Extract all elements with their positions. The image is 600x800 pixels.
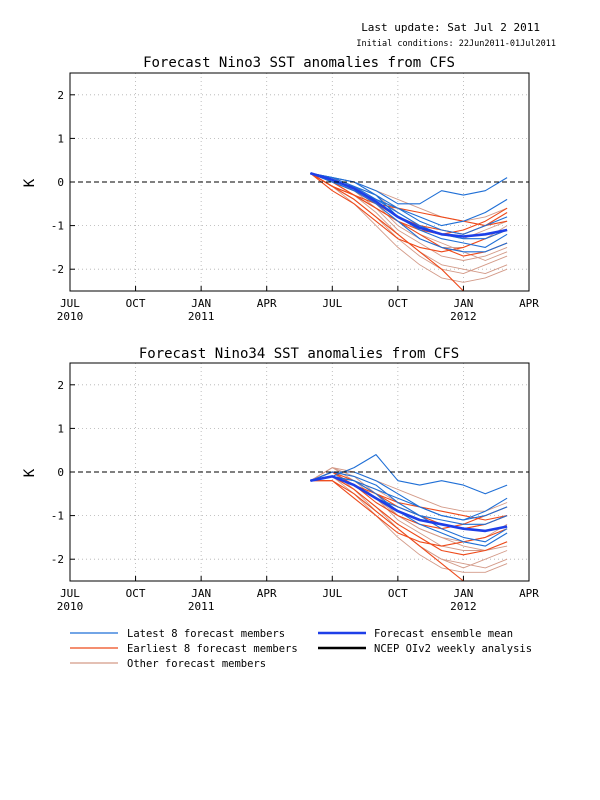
x-tick-label: JAN: [453, 587, 473, 600]
series-line-mean: [310, 475, 508, 533]
series-line-other: [310, 467, 508, 512]
x-tick-label: JAN: [191, 297, 211, 310]
x-tick-label: JAN: [453, 297, 473, 310]
legend-label-mean: Forecast ensemble mean: [374, 628, 513, 640]
series-line-other: [310, 172, 508, 283]
series-line-latest: [310, 471, 508, 543]
y-tick-label: 0: [57, 176, 64, 189]
x-tick-label: JUL: [322, 297, 342, 310]
series-line-latest: [310, 475, 508, 547]
y-axis-label: K: [22, 468, 38, 477]
legend: Latest 8 forecast members Earliest 8 for…: [70, 628, 532, 670]
x-tick-label: APR: [257, 297, 277, 310]
series-line-latest: [310, 172, 508, 235]
series-group: [310, 454, 508, 581]
legend-label-latest: Latest 8 forecast members: [127, 628, 285, 640]
series-line-other: [310, 475, 508, 573]
chart-title: Forecast Nino3 SST anomalies from CFS: [143, 55, 455, 71]
last-update-text: Last update: Sat Jul 2 2011: [361, 21, 540, 34]
x-tick-year-label: 2012: [450, 600, 477, 613]
x-tick-label: APR: [519, 587, 539, 600]
series-line-mean: [310, 172, 508, 238]
x-tick-label: APR: [519, 297, 539, 310]
legend-item-other: Other forecast members: [70, 658, 266, 670]
series-line-latest: [310, 172, 508, 205]
x-tick-year-label: 2012: [450, 310, 477, 323]
series-line-earliest: [310, 480, 465, 581]
y-tick-label: -1: [51, 220, 64, 233]
legend-item-mean: Forecast ensemble mean: [318, 628, 513, 640]
y-tick-label: 1: [57, 132, 64, 145]
x-tick-year-label: 2010: [57, 600, 84, 613]
initial-conditions-text: Initial conditions: 22Jun2011-01Jul2011: [356, 39, 556, 49]
plot-frame: [69, 362, 530, 582]
x-tick-year-label: 2011: [188, 600, 215, 613]
legend-item-earliest: Earliest 8 forecast members: [70, 643, 298, 655]
x-tick-label: APR: [257, 587, 277, 600]
x-tick-label: JUL: [60, 297, 80, 310]
y-tick-label: 2: [57, 379, 64, 392]
y-tick-label: -1: [51, 510, 64, 523]
plot-frame: [69, 72, 530, 292]
y-tick-label: 0: [57, 466, 64, 479]
x-tick-label: JUL: [322, 587, 342, 600]
series-line-earliest: [310, 172, 508, 227]
y-tick-label: 1: [57, 422, 64, 435]
legend-item-analysis: NCEP OIv2 weekly analysis: [318, 643, 532, 655]
y-tick-label: -2: [51, 263, 64, 276]
legend-label-earliest: Earliest 8 forecast members: [127, 643, 298, 655]
series-group: [310, 172, 508, 291]
y-tick-label: 2: [57, 89, 64, 102]
panel-nino34: Forecast Nino34 SST anomalies from CFS K…: [22, 346, 539, 613]
legend-label-analysis: NCEP OIv2 weekly analysis: [374, 643, 532, 655]
x-tick-year-label: 2011: [188, 310, 215, 323]
x-tick-year-label: 2010: [57, 310, 84, 323]
series-line-earliest: [310, 475, 508, 556]
panel-nino3: Forecast Nino3 SST anomalies from CFS K …: [22, 55, 539, 323]
series-line-latest: [310, 172, 508, 240]
series-line-earliest: [310, 172, 508, 235]
x-tick-label: JAN: [191, 587, 211, 600]
x-tick-label: OCT: [126, 297, 146, 310]
x-tick-label: OCT: [126, 587, 146, 600]
x-tick-label: OCT: [388, 297, 408, 310]
series-line-latest: [310, 454, 508, 495]
chart-title: Forecast Nino34 SST anomalies from CFS: [139, 346, 459, 362]
y-axis-label: K: [22, 178, 38, 187]
x-tick-label: OCT: [388, 587, 408, 600]
y-tick-label: -2: [51, 553, 64, 566]
legend-label-other: Other forecast members: [127, 658, 266, 670]
series-line-earliest: [310, 172, 508, 253]
x-tick-label: JUL: [60, 587, 80, 600]
legend-item-latest: Latest 8 forecast members: [70, 628, 285, 640]
